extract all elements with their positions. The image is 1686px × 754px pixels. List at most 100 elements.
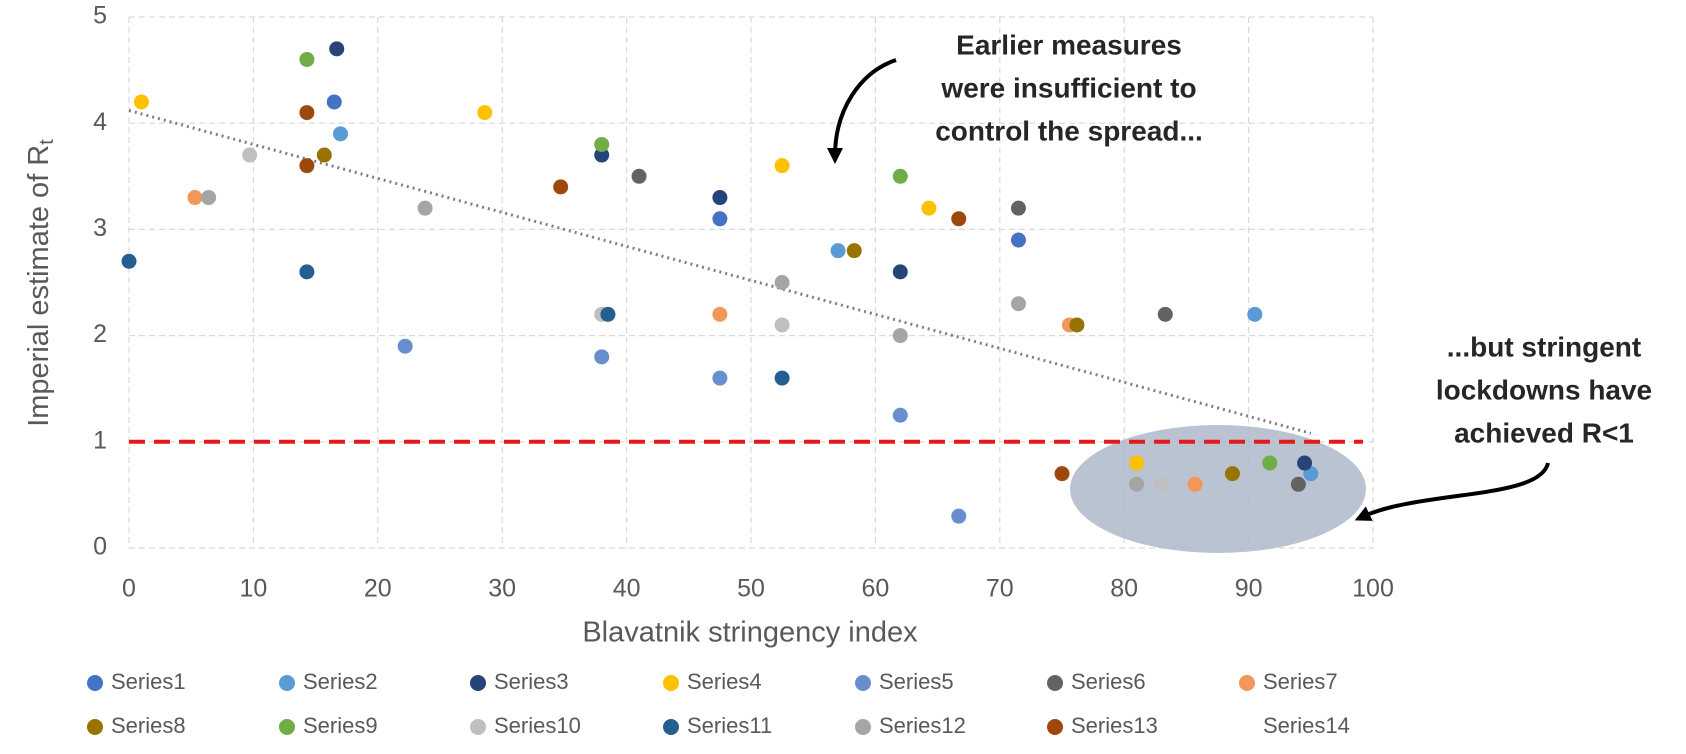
y-tick-label: 0 [93,533,107,561]
point [631,168,647,184]
legend-marker [1047,719,1063,735]
legend-marker [470,719,486,735]
point [600,306,616,322]
point [187,190,203,206]
point [417,200,433,216]
x-axis-title: Blavatnik stringency index [582,617,918,649]
highlight-ellipse [1070,425,1366,553]
point [1129,476,1145,492]
point [892,407,908,423]
point [712,190,728,206]
legend-label: Series11 [687,713,772,738]
point [951,211,967,227]
x-tick-label: 100 [1352,575,1394,603]
point [921,200,937,216]
point [1247,306,1263,322]
legend-marker [1239,675,1255,691]
point [299,105,315,121]
point [594,147,610,163]
point [1010,200,1026,216]
x-tick-label: 60 [861,575,889,603]
point [326,94,342,110]
point [712,306,728,322]
legend-label: Series12 [879,713,966,738]
x-tick-label: 20 [364,575,392,603]
point [329,41,345,57]
annotation: lockdowns have [1436,374,1652,405]
annotation: achieved R<1 [1454,417,1634,448]
legend-marker [1047,675,1063,691]
point [1187,476,1203,492]
point [397,338,413,354]
legend-label: Series13 [1071,713,1158,738]
legend-label: Series9 [303,713,378,738]
x-tick-label: 10 [239,575,267,603]
legend-marker [855,675,871,691]
legend-marker [470,675,486,691]
annotation: were insufficient to [940,72,1196,103]
annotation: ...but stringent [1447,331,1641,362]
x-tick-label: 80 [1110,575,1138,603]
x-tick-label: 40 [613,575,641,603]
point [201,190,217,206]
plot [121,41,1363,524]
legend-label: Series6 [1071,669,1146,694]
legend-label: Series8 [111,713,186,738]
legend-label: Series14 [1263,713,1350,738]
legend-label: Series1 [111,669,186,694]
legend-label: Series4 [687,669,762,694]
legend-marker [279,675,295,691]
y-tick-label: 4 [93,108,107,136]
x-tick-label: 50 [737,575,765,603]
point [1010,296,1026,312]
legend-marker [279,719,295,735]
y-tick-label: 2 [93,320,107,348]
point [892,328,908,344]
point [712,211,728,227]
point [316,147,332,163]
arrow [1354,462,1550,521]
x-tick-label: 30 [488,575,516,603]
y-axis-title-sub: t [36,139,58,145]
annotation: control the spread... [935,115,1203,146]
legend-marker [855,719,871,735]
point [1154,476,1170,492]
legend-label: Series2 [303,669,378,694]
point [951,508,967,524]
y-axis-title-main: Imperial estimate of R [23,145,55,427]
arrow [827,58,897,164]
point [121,253,137,269]
point [712,370,728,386]
point [553,179,569,195]
y-axis-title: Imperial estimate of Rt [23,139,59,427]
point [594,349,610,365]
x-tick-label: 0 [122,575,136,603]
legend-label: Series5 [879,669,954,694]
annotation: Earlier measures [956,29,1182,60]
point [1157,306,1173,322]
point [1290,476,1306,492]
point [1297,455,1313,471]
point [830,243,846,259]
point [332,126,348,142]
point [299,158,315,174]
point [1262,455,1278,471]
point [299,51,315,67]
point [299,264,315,280]
point [846,243,862,259]
legend-marker [87,675,103,691]
y-tick-label: 3 [93,214,107,242]
point [133,94,149,110]
point [774,370,790,386]
point [892,168,908,184]
y-tick-label: 1 [93,426,107,454]
point [774,158,790,174]
legend-label: Series10 [494,713,581,738]
legend-marker [663,719,679,735]
point [477,105,493,121]
point [892,264,908,280]
point [1010,232,1026,248]
